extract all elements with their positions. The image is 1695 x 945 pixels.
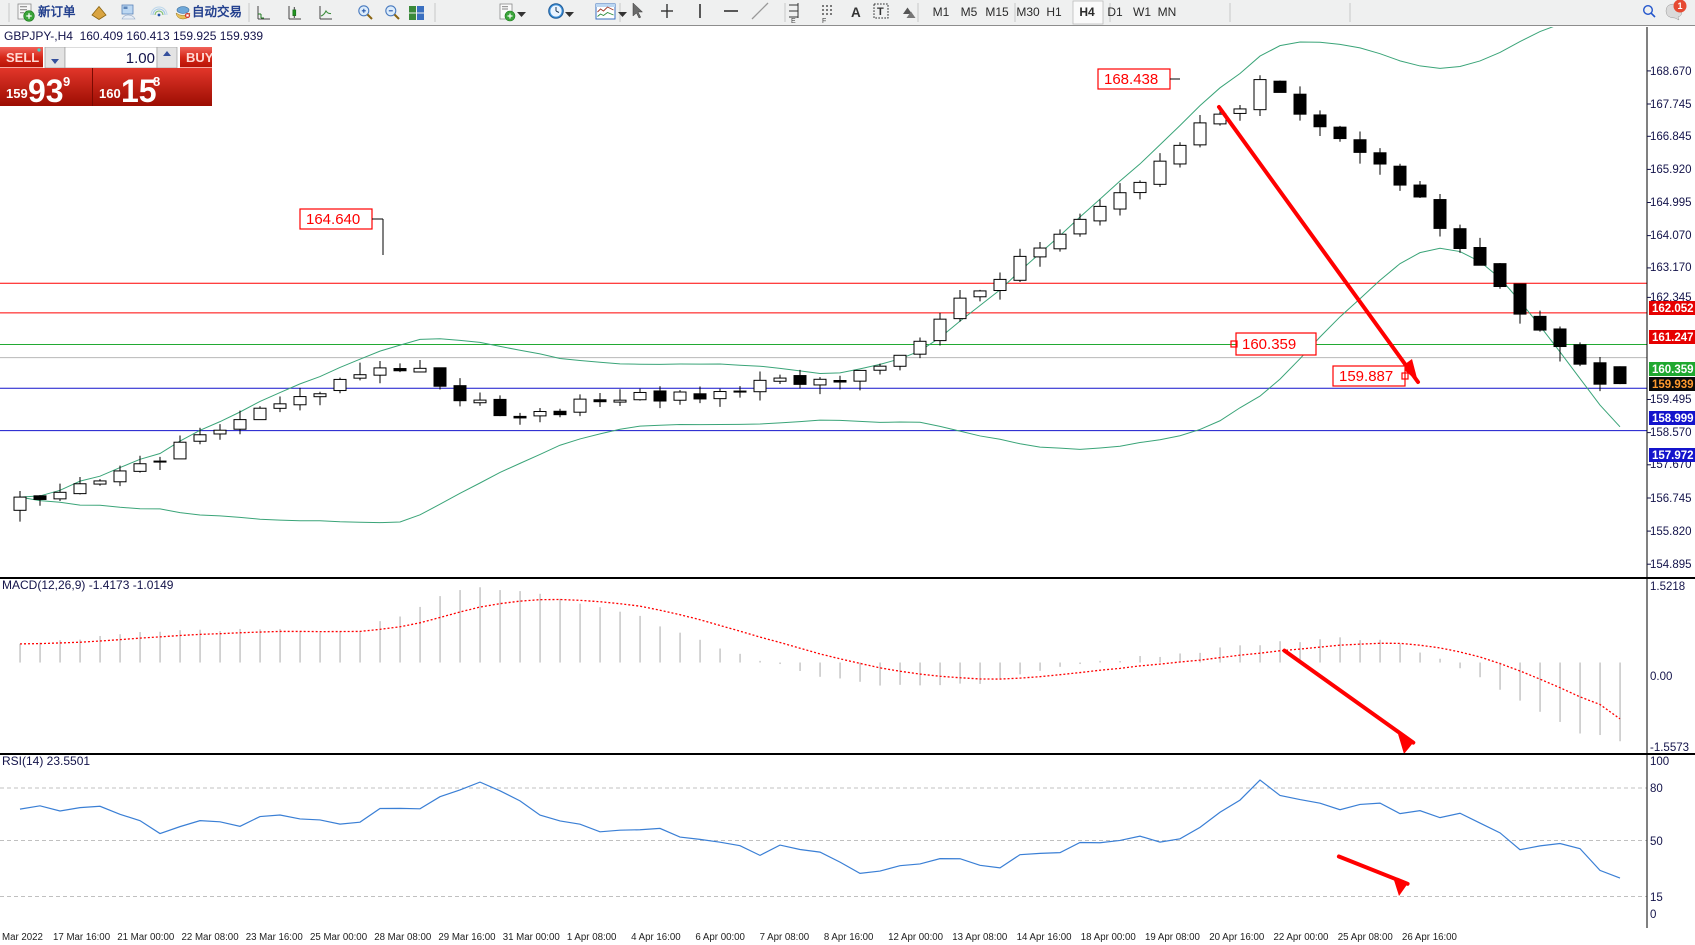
svg-text:8: 8 bbox=[153, 74, 160, 89]
svg-text:19 Apr 08:00: 19 Apr 08:00 bbox=[1145, 932, 1201, 943]
svg-text:T: T bbox=[877, 6, 884, 18]
svg-text:25 Apr 08:00: 25 Apr 08:00 bbox=[1338, 932, 1394, 943]
svg-text:155.820: 155.820 bbox=[1650, 526, 1692, 538]
svg-text:W1: W1 bbox=[1133, 5, 1151, 19]
svg-text:163.170: 163.170 bbox=[1650, 262, 1692, 274]
svg-text:159.495: 159.495 bbox=[1650, 394, 1692, 406]
svg-text:23 Mar 16:00: 23 Mar 16:00 bbox=[246, 932, 304, 943]
svg-text:26 Apr 16:00: 26 Apr 16:00 bbox=[1402, 932, 1458, 943]
svg-text:MN: MN bbox=[1158, 5, 1177, 19]
svg-text:自动交易: 自动交易 bbox=[192, 4, 242, 19]
svg-text:D1: D1 bbox=[1107, 5, 1123, 19]
svg-text:31 Mar 00:00: 31 Mar 00:00 bbox=[503, 932, 561, 943]
svg-text:158.570: 158.570 bbox=[1650, 427, 1692, 439]
svg-text:80: 80 bbox=[1650, 783, 1663, 795]
svg-text:12 Apr 00:00: 12 Apr 00:00 bbox=[888, 932, 944, 943]
svg-text:21 Mar 00:00: 21 Mar 00:00 bbox=[117, 932, 175, 943]
svg-text:13 Apr 08:00: 13 Apr 08:00 bbox=[952, 932, 1008, 943]
svg-text:M1: M1 bbox=[933, 5, 950, 19]
svg-text:164.640: 164.640 bbox=[306, 211, 360, 228]
svg-text:20 Apr 16:00: 20 Apr 16:00 bbox=[1209, 932, 1265, 943]
svg-text:8 Apr 16:00: 8 Apr 16:00 bbox=[824, 932, 874, 943]
svg-text:18 Apr 00:00: 18 Apr 00:00 bbox=[1081, 932, 1137, 943]
svg-text:H4: H4 bbox=[1079, 5, 1095, 19]
svg-text:50: 50 bbox=[1650, 836, 1663, 848]
svg-text:MACD(12,26,9) -1.4173 -1.0149: MACD(12,26,9) -1.4173 -1.0149 bbox=[2, 578, 174, 592]
svg-text:14 Apr 16:00: 14 Apr 16:00 bbox=[1017, 932, 1073, 943]
svg-text:SELL: SELL bbox=[6, 50, 39, 65]
svg-text:0: 0 bbox=[1650, 909, 1656, 921]
svg-text:159: 159 bbox=[6, 86, 28, 101]
svg-text:1.5218: 1.5218 bbox=[1650, 581, 1685, 593]
svg-text:28 Mar 08:00: 28 Mar 08:00 bbox=[374, 932, 432, 943]
svg-text:-1.5573: -1.5573 bbox=[1650, 742, 1689, 753]
svg-text:166.845: 166.845 bbox=[1650, 131, 1692, 143]
svg-text:164.070: 164.070 bbox=[1650, 230, 1692, 242]
svg-text:15: 15 bbox=[121, 73, 157, 106]
svg-text:BUY: BUY bbox=[186, 50, 212, 65]
svg-text:M30: M30 bbox=[1016, 5, 1040, 19]
svg-text:162.052: 162.052 bbox=[1652, 303, 1694, 315]
svg-text:158.999: 158.999 bbox=[1652, 413, 1694, 425]
svg-text:159.887: 159.887 bbox=[1339, 368, 1393, 385]
svg-text:M15: M15 bbox=[985, 5, 1009, 19]
svg-text:154.895: 154.895 bbox=[1650, 559, 1692, 571]
svg-text:H1: H1 bbox=[1046, 5, 1062, 19]
svg-text:A: A bbox=[851, 5, 861, 20]
svg-text:9: 9 bbox=[63, 74, 70, 89]
svg-text:93: 93 bbox=[28, 73, 64, 106]
svg-text:6 Apr 00:00: 6 Apr 00:00 bbox=[695, 932, 745, 943]
svg-text:22 Apr 00:00: 22 Apr 00:00 bbox=[1274, 932, 1330, 943]
svg-text:25 Mar 00:00: 25 Mar 00:00 bbox=[310, 932, 368, 943]
svg-text:29 Mar 16:00: 29 Mar 16:00 bbox=[438, 932, 496, 943]
svg-text:161.247: 161.247 bbox=[1652, 332, 1694, 344]
svg-text:159.939: 159.939 bbox=[1652, 379, 1694, 391]
svg-text:164.995: 164.995 bbox=[1650, 197, 1692, 209]
svg-text:0.00: 0.00 bbox=[1650, 671, 1672, 683]
svg-text:新订单: 新订单 bbox=[38, 4, 76, 19]
svg-text:RSI(14) 23.5501: RSI(14) 23.5501 bbox=[2, 754, 90, 768]
svg-text:7 Apr 08:00: 7 Apr 08:00 bbox=[760, 932, 810, 943]
svg-text:22 Mar 08:00: 22 Mar 08:00 bbox=[182, 932, 240, 943]
svg-text:160: 160 bbox=[99, 86, 121, 101]
svg-text:4 Apr 16:00: 4 Apr 16:00 bbox=[631, 932, 681, 943]
svg-text:E: E bbox=[791, 18, 796, 25]
svg-text:157.972: 157.972 bbox=[1652, 450, 1694, 462]
svg-text:1.00: 1.00 bbox=[126, 50, 155, 67]
svg-text:160.359: 160.359 bbox=[1242, 336, 1296, 353]
svg-text:M5: M5 bbox=[961, 5, 978, 19]
svg-text:15: 15 bbox=[1650, 892, 1663, 904]
svg-text:100: 100 bbox=[1650, 756, 1669, 768]
svg-text:160.359: 160.359 bbox=[1652, 364, 1694, 376]
svg-text:165.920: 165.920 bbox=[1650, 164, 1692, 176]
svg-text:1 Apr 08:00: 1 Apr 08:00 bbox=[567, 932, 617, 943]
svg-text:F: F bbox=[822, 18, 826, 25]
svg-text:156.745: 156.745 bbox=[1650, 493, 1692, 505]
svg-text:1: 1 bbox=[1677, 1, 1682, 11]
svg-text:Mar 2022: Mar 2022 bbox=[2, 932, 43, 943]
svg-text:17 Mar 16:00: 17 Mar 16:00 bbox=[53, 932, 111, 943]
